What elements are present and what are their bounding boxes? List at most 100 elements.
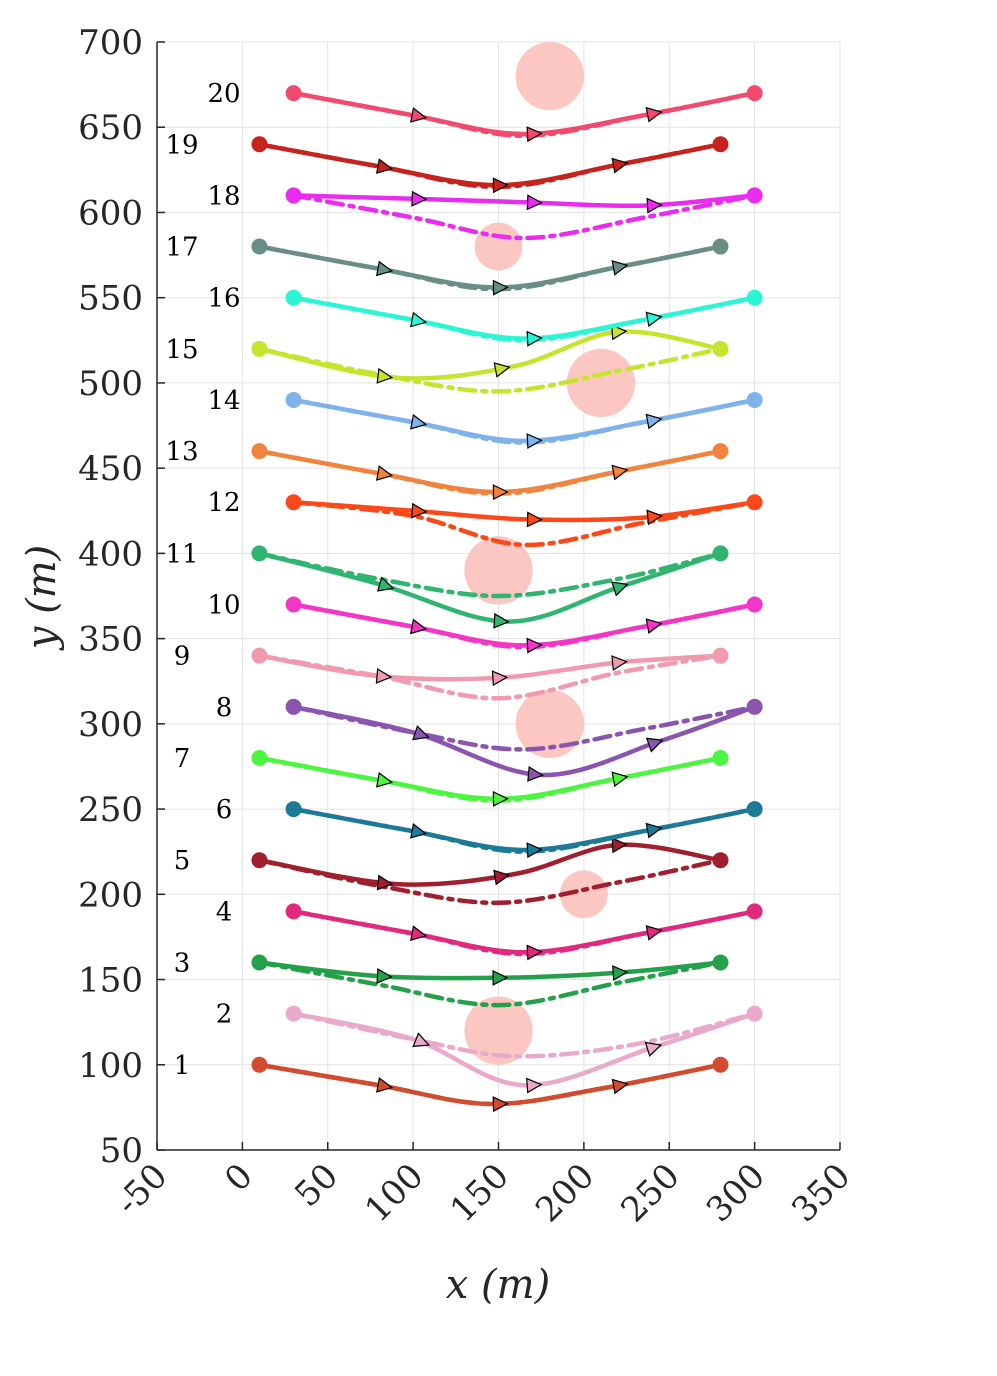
y-tick-label: 100 bbox=[78, 1046, 143, 1086]
direction-arrow bbox=[410, 311, 428, 328]
agent-label-13: 13 bbox=[165, 437, 198, 467]
direction-arrow bbox=[493, 612, 510, 629]
obstacles bbox=[464, 41, 636, 1065]
y-tick-label: 50 bbox=[100, 1131, 143, 1171]
direction-arrow bbox=[645, 413, 663, 430]
start-point-13 bbox=[251, 443, 268, 460]
agent-label-18: 18 bbox=[207, 181, 240, 211]
direction-arrow bbox=[375, 465, 394, 481]
agent-label-2: 2 bbox=[216, 1000, 233, 1030]
obstacle bbox=[464, 996, 533, 1065]
start-point-3 bbox=[251, 954, 268, 971]
agent-label-19: 19 bbox=[165, 130, 198, 160]
end-point-13 bbox=[712, 443, 729, 460]
direction-arrow bbox=[493, 869, 511, 886]
obstacle bbox=[515, 41, 584, 111]
actual-path-5 bbox=[257, 842, 723, 887]
agent-label-16: 16 bbox=[207, 284, 240, 314]
y-tick-label: 700 bbox=[78, 23, 143, 63]
direction-arrow bbox=[376, 1077, 394, 1093]
start-point-9 bbox=[251, 647, 268, 664]
actual-path-15 bbox=[257, 329, 723, 381]
direction-arrow bbox=[412, 725, 430, 741]
direction-arrow bbox=[526, 944, 543, 961]
direction-arrow bbox=[526, 194, 543, 211]
agent-label-12: 12 bbox=[207, 488, 240, 518]
start-point-6 bbox=[285, 801, 302, 818]
end-point-14 bbox=[746, 391, 763, 408]
end-point-1 bbox=[712, 1056, 729, 1073]
end-point-11 bbox=[712, 545, 729, 562]
planned-path-11 bbox=[257, 551, 723, 599]
direction-arrow bbox=[611, 771, 629, 788]
planned-path-18 bbox=[291, 193, 757, 241]
y-tick-label: 600 bbox=[78, 193, 143, 233]
start-point-1 bbox=[251, 1056, 268, 1073]
obstacle bbox=[559, 870, 608, 919]
y-tick-label: 400 bbox=[78, 534, 143, 574]
y-tick-label: 550 bbox=[78, 279, 143, 319]
agent-label-20: 20 bbox=[207, 79, 240, 109]
obstacle bbox=[464, 536, 533, 605]
direction-arrow bbox=[526, 330, 543, 347]
y-tick-label: 450 bbox=[78, 449, 143, 489]
direction-arrow bbox=[492, 969, 509, 986]
actual-path-1 bbox=[257, 1062, 723, 1107]
direction-arrow bbox=[611, 655, 628, 671]
end-point-10 bbox=[746, 596, 763, 613]
direction-arrow bbox=[526, 1077, 543, 1094]
direction-arrow bbox=[611, 837, 628, 854]
direction-arrow bbox=[492, 790, 509, 807]
start-point-16 bbox=[285, 289, 302, 306]
y-tick-label: 300 bbox=[78, 705, 143, 745]
obstacle bbox=[474, 222, 523, 271]
direction-arrow bbox=[611, 324, 628, 341]
start-point-5 bbox=[251, 852, 268, 869]
direction-arrow bbox=[611, 464, 629, 481]
actual-path-10 bbox=[291, 602, 757, 648]
direction-arrow bbox=[410, 618, 428, 635]
direction-arrow bbox=[376, 576, 395, 592]
direction-arrow bbox=[410, 413, 428, 430]
direction-arrow bbox=[646, 509, 664, 526]
actual-path-16 bbox=[291, 295, 757, 341]
direction-arrow bbox=[376, 367, 394, 384]
direction-arrow bbox=[492, 177, 509, 194]
start-point-7 bbox=[251, 749, 268, 766]
direction-arrow bbox=[611, 157, 629, 174]
y-tick-label: 650 bbox=[78, 108, 143, 148]
end-point-3 bbox=[712, 954, 729, 971]
direction-arrow bbox=[645, 618, 663, 634]
direction-arrow bbox=[411, 502, 428, 519]
planned-path-3 bbox=[257, 960, 723, 1008]
start-point-17 bbox=[251, 238, 268, 255]
end-point-17 bbox=[712, 238, 729, 255]
end-point-5 bbox=[712, 852, 729, 869]
direction-arrow bbox=[646, 197, 663, 214]
direction-arrow bbox=[410, 107, 428, 123]
agent-label-10: 10 bbox=[207, 591, 240, 621]
end-point-2 bbox=[746, 1005, 763, 1022]
direction-arrow bbox=[645, 106, 663, 123]
end-point-18 bbox=[746, 187, 763, 204]
agent-label-3: 3 bbox=[174, 948, 191, 978]
direction-arrow bbox=[375, 158, 394, 174]
actual-path-12 bbox=[291, 499, 757, 523]
direction-arrow bbox=[526, 511, 543, 528]
x-axis-label: x (m) bbox=[446, 1262, 550, 1308]
agent-label-14: 14 bbox=[207, 386, 240, 416]
direction-arrow bbox=[492, 279, 509, 296]
start-point-4 bbox=[285, 903, 302, 920]
start-point-14 bbox=[285, 391, 302, 408]
start-point-19 bbox=[251, 136, 268, 153]
end-point-8 bbox=[746, 698, 763, 715]
direction-arrow bbox=[375, 771, 394, 788]
end-point-4 bbox=[746, 903, 763, 920]
start-point-12 bbox=[285, 494, 302, 511]
agent-label-15: 15 bbox=[165, 335, 198, 365]
agent-label-17: 17 bbox=[165, 233, 198, 263]
direction-arrow bbox=[611, 581, 629, 597]
agent-label-7: 7 bbox=[174, 744, 191, 774]
direction-arrow bbox=[527, 765, 544, 782]
